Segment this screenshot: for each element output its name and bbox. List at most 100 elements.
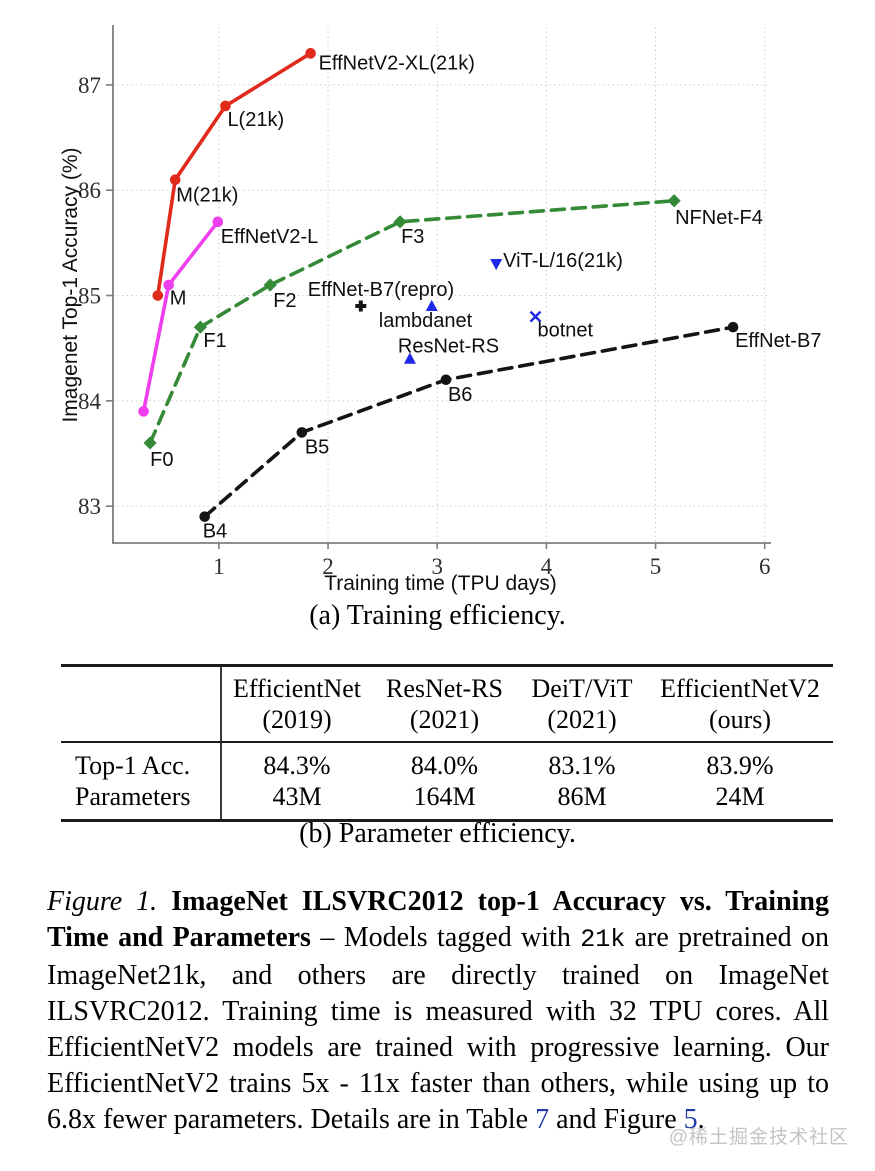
point-label: botnet	[537, 320, 593, 342]
table-row: Parameters 43M 164M 86M 24M	[61, 781, 833, 821]
col-header-line2: (2019)	[262, 705, 332, 734]
series-effnet: B4 B5 B6 EffNet-B7	[199, 321, 821, 543]
marker-circle	[296, 427, 308, 438]
marker-circle	[199, 511, 210, 522]
caption-text: are pretrained on ImageNet21k, and other…	[47, 922, 829, 1135]
x-tick-label: 4	[541, 554, 553, 579]
x-tick-label: 2	[322, 554, 334, 579]
table-row: Top-1 Acc. 84.3% 84.0% 83.1% 83.9%	[61, 742, 833, 781]
series-effnetv2: EffNetV2-L	[138, 216, 318, 417]
figure-5-link[interactable]: 5	[683, 1104, 698, 1135]
y-tick-label: 83	[78, 494, 101, 519]
table-7-link[interactable]: 7	[535, 1104, 550, 1135]
row-label: Parameters	[61, 781, 222, 821]
table-corner-cell	[61, 665, 222, 743]
marker-plus	[355, 300, 367, 312]
point-label: ViT-L/16(21k)	[503, 250, 623, 272]
y-tick-label: 85	[78, 284, 101, 309]
figure-number-label: Figure 1.	[47, 886, 172, 917]
table-col-header: EfficientNetV2 (ours)	[647, 665, 833, 743]
x-tick-label: 6	[759, 554, 771, 579]
caption-code-21k: 21k	[580, 925, 626, 954]
watermark: @稀土掘金技术社区	[668, 1127, 849, 1148]
caption-separator: –	[310, 922, 344, 953]
col-header-line2: (ours)	[708, 705, 772, 734]
caption-text: .	[697, 1104, 705, 1135]
x-tick-label: 3	[431, 554, 443, 579]
point-label: F3	[401, 226, 424, 248]
series-line	[141, 220, 220, 414]
marker-circle	[305, 48, 316, 59]
marker-circle	[138, 406, 149, 417]
col-header-line1: ResNet-RS	[386, 674, 503, 703]
point-label: EffNet-B7(repro)	[308, 279, 454, 301]
marker-diamond	[193, 320, 207, 334]
panel-b-caption: (b) Parameter efficiency.	[299, 818, 576, 849]
y-tick-label: 86	[78, 178, 101, 203]
training-efficiency-chart: 83 84 85 86 87 1 2 3 4 5 6 Training time (TPU days)…	[59, 25, 821, 595]
marker-x	[529, 310, 542, 323]
point-label: B6	[448, 384, 472, 406]
col-header-line2: (2021)	[409, 705, 480, 734]
table-cell: 43M	[272, 782, 322, 811]
col-header-line1: EfficientNet	[232, 674, 362, 703]
point-label: M(21k)	[176, 185, 238, 207]
marker-diamond	[143, 436, 157, 450]
point-label: F1	[203, 330, 226, 352]
point-label: B5	[305, 436, 329, 458]
parameter-table-wrap: EfficientNet (2019) ResNet-RS (2021) Dei…	[61, 664, 833, 822]
series-line	[148, 198, 676, 445]
table-cell: 84.3%	[263, 751, 331, 780]
y-tick-label: 84	[78, 389, 102, 414]
row-label: Top-1 Acc.	[61, 742, 222, 781]
x-axis-label: Training time (TPU days)	[324, 572, 557, 595]
point-label: B4	[203, 521, 227, 543]
point-label: ResNet-RS	[398, 336, 499, 358]
caption-text: Models tagged with	[343, 922, 581, 953]
marker-triangle-up	[403, 352, 416, 364]
caption-text: and Figure	[549, 1104, 684, 1135]
point-label: EffNetV2-XL(21k)	[319, 52, 475, 74]
point-label: F2	[273, 290, 296, 312]
point-label: EffNet-B7	[735, 330, 821, 352]
figure-caption: Figure 1. ImageNet ILSVRC2012 top-1 Accu…	[47, 884, 829, 1138]
x-tick-label: 5	[650, 554, 662, 579]
col-header-line1: EfficientNetV2	[660, 674, 820, 703]
marker-diamond	[393, 215, 407, 229]
table-cell: 24M	[715, 782, 765, 811]
table-col-header: ResNet-RS (2021)	[372, 665, 517, 743]
point-label: F0	[150, 449, 173, 471]
table-cell: 84.0%	[410, 751, 479, 780]
y-axis-label: Imagenet Top-1 Accuracy (%)	[59, 147, 82, 422]
marker-circle	[727, 321, 739, 333]
table-cell: 86M	[557, 782, 607, 811]
series-effnetv2-21k: M M(21k) L(21k) EffNetV2-XL(21k)	[152, 48, 475, 310]
x-tick-label: 1	[213, 554, 225, 579]
marker-circle	[220, 100, 231, 112]
marker-circle	[152, 290, 164, 301]
marker-diamond	[667, 194, 681, 208]
marker-circle	[212, 216, 224, 228]
series-nfnet: F0 F1 F2 F3 NFNet-F4	[143, 194, 763, 471]
point-label: lambdanet	[379, 310, 473, 332]
col-header-line2: (2021)	[547, 705, 617, 734]
point-label: L(21k)	[227, 109, 284, 131]
y-tick-label: 87	[78, 73, 101, 98]
point-label: M	[170, 288, 187, 310]
table-col-header: EfficientNet (2019)	[221, 665, 372, 743]
table-cell: 83.1%	[548, 751, 616, 780]
marker-diamond	[263, 278, 277, 292]
series-line	[202, 325, 735, 519]
marker-circle	[163, 279, 174, 291]
col-header-line1: DeiT/ViT	[531, 674, 633, 703]
marker-circle	[440, 374, 452, 386]
marker-triangle-down	[490, 258, 503, 271]
marker-triangle-up	[425, 299, 438, 312]
table-cell: 83.9%	[706, 751, 774, 780]
series-line	[155, 51, 313, 298]
marker-circle	[169, 174, 181, 185]
point-label: EffNetV2-L	[221, 226, 318, 248]
parameter-efficiency-table: EfficientNet (2019) ResNet-RS (2021) Dei…	[61, 664, 833, 822]
table-col-header: DeiT/ViT (2021)	[517, 665, 647, 743]
